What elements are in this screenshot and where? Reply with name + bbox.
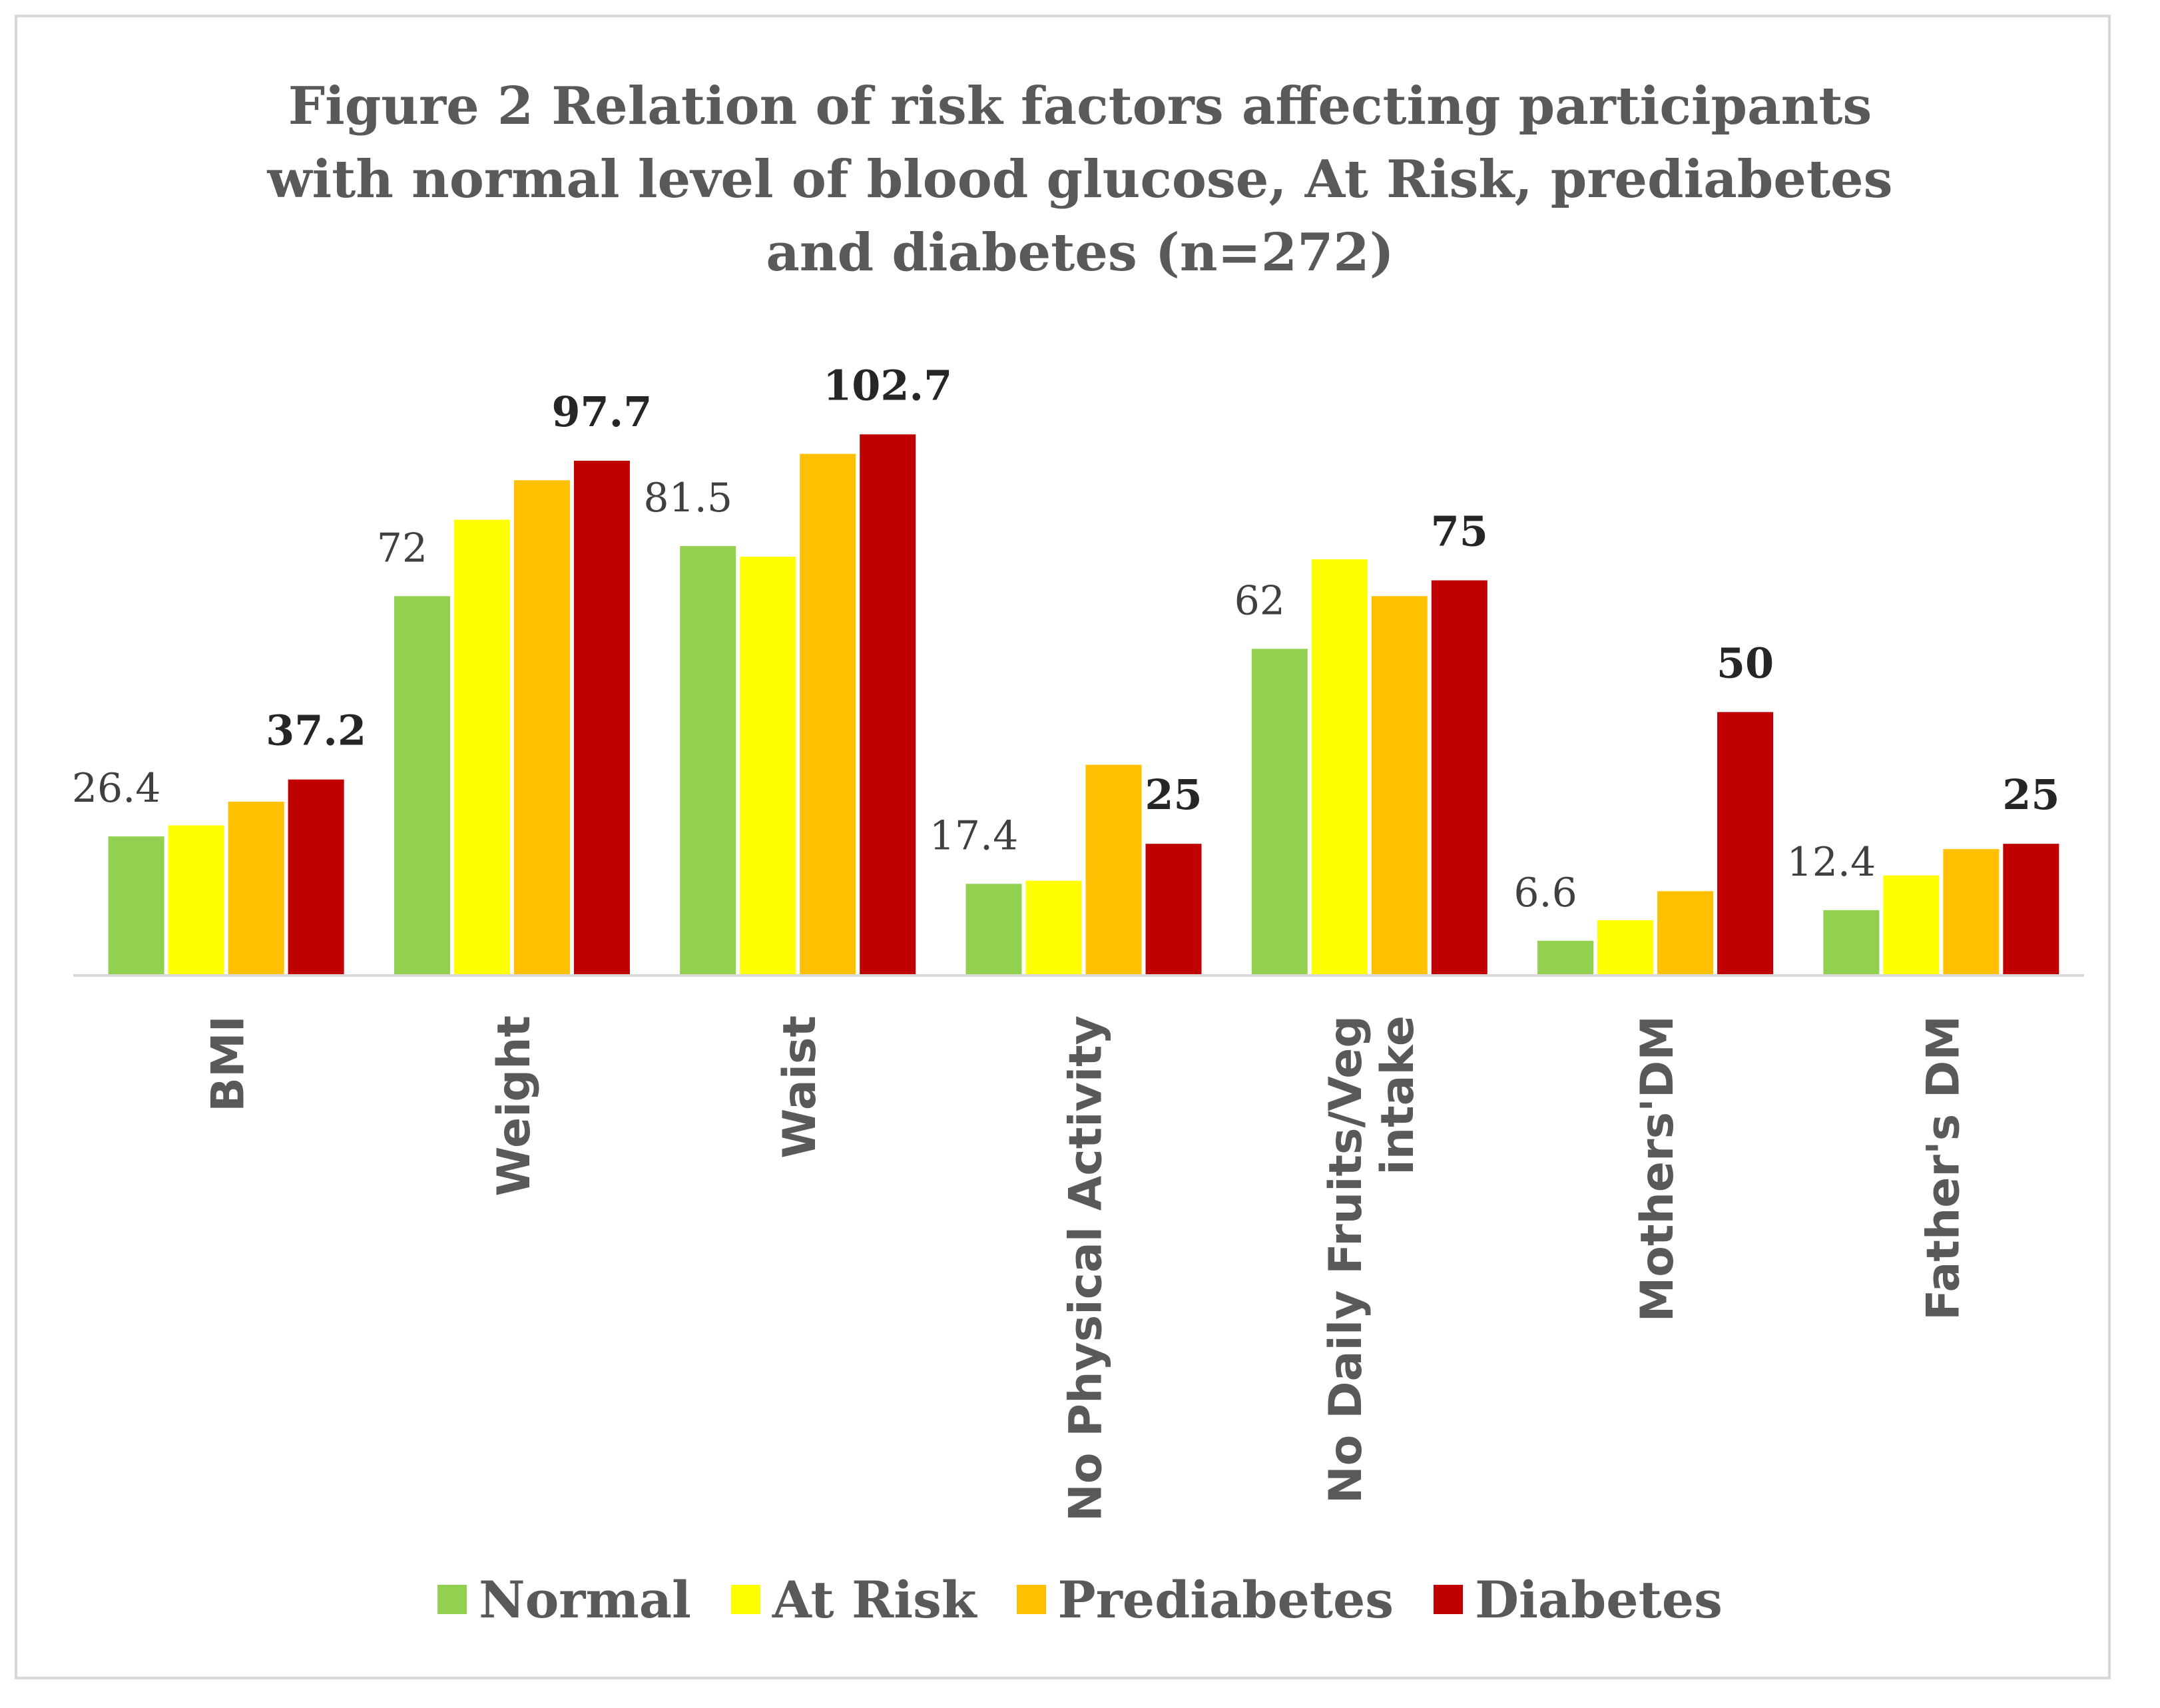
data-label-diabetes-no-physical-activity: 25 <box>1145 770 1202 819</box>
bar-prediabetes-waist <box>800 453 856 976</box>
bar-at-risk-waist <box>740 556 796 976</box>
bar-normal-bmi <box>108 836 164 976</box>
chart-title-line-1: Figure 2 Relation of risk factors affect… <box>288 76 1872 137</box>
bar-normal-waist <box>680 546 736 976</box>
data-label-diabetes-waist: 102.7 <box>823 361 952 410</box>
bar-diabetes-no-daily-fruits-veg-intake <box>1431 580 1487 976</box>
bar-normal-father-s-dm <box>1823 910 1880 976</box>
data-label-normal-mothers-dm: 6.6 <box>1513 870 1577 916</box>
bar-diabetes-no-physical-activity <box>1145 844 1202 976</box>
bar-normal-no-physical-activity <box>965 884 1022 976</box>
data-label-diabetes-bmi: 37.2 <box>266 707 366 755</box>
data-label-normal-no-physical-activity: 17.4 <box>930 812 1019 859</box>
legend-swatch-normal <box>437 1585 467 1614</box>
chart-title: Figure 2 Relation of risk factors affect… <box>0 70 2160 290</box>
bar-diabetes-weight <box>573 460 630 976</box>
data-label-normal-waist: 81.5 <box>643 475 732 521</box>
bar-normal-weight <box>394 596 450 976</box>
bar-prediabetes-weight <box>513 480 570 976</box>
legend-item-normal: Normal <box>437 1570 691 1629</box>
data-label-normal-weight: 72 <box>377 525 427 571</box>
bar-at-risk-no-daily-fruits-veg-intake <box>1311 559 1368 976</box>
data-label-diabetes-mothers-dm: 50 <box>1717 639 1774 687</box>
data-label-diabetes-no-daily-fruits-veg-intake: 75 <box>1431 507 1488 556</box>
legend: Normal At Risk Prediabetes Diabetes <box>0 1566 2160 1633</box>
legend-item-diabetes: Diabetes <box>1434 1570 1723 1629</box>
category-label-weight: Weight <box>488 1015 541 1197</box>
category-label-father-s-dm: Father's DM <box>1917 1015 1970 1320</box>
legend-label-at-risk: At Risk <box>772 1569 977 1629</box>
bar-at-risk-father-s-dm <box>1883 875 1940 976</box>
bar-at-risk-weight <box>453 519 510 976</box>
bar-prediabetes-mothers-dm <box>1657 891 1714 976</box>
chart-title-line-2: with normal level of blood glucose, At R… <box>267 149 1893 210</box>
bar-diabetes-mothers-dm <box>1717 712 1774 976</box>
legend-item-prediabetes: Prediabetes <box>1016 1569 1394 1629</box>
bar-prediabetes-father-s-dm <box>1943 849 2000 976</box>
bar-normal-mothers-dm <box>1537 940 1594 976</box>
legend-swatch-diabetes <box>1434 1585 1464 1614</box>
category-label-waist: Waist <box>774 1015 826 1159</box>
bar-diabetes-father-s-dm <box>2003 844 2059 976</box>
bar-normal-no-daily-fruits-veg-intake <box>1251 649 1308 976</box>
data-label-normal-father-s-dm: 12.4 <box>1787 839 1876 886</box>
category-label-bmi: BMI <box>202 1015 255 1112</box>
legend-label-prediabetes: Prediabetes <box>1057 1569 1394 1629</box>
legend-swatch-at-risk <box>730 1585 760 1614</box>
bar-prediabetes-bmi <box>228 801 284 976</box>
bar-prediabetes-no-daily-fruits-veg-intake <box>1371 596 1428 976</box>
category-label-no-daily-fruits-veg-intake-line-1: No Daily Fruits/Veg <box>1320 1015 1372 1504</box>
category-label-mothers-dm: Mothers'DM <box>1631 1015 1684 1322</box>
bar-diabetes-bmi <box>288 779 344 976</box>
data-label-normal-bmi: 26.4 <box>72 765 161 812</box>
bar-prediabetes-no-physical-activity <box>1085 764 1142 976</box>
bar-at-risk-bmi <box>168 825 224 976</box>
bar-diabetes-waist <box>860 434 916 976</box>
data-label-diabetes-father-s-dm: 25 <box>2002 770 2059 819</box>
legend-swatch-prediabetes <box>1016 1585 1046 1614</box>
chart-title-line-3: and diabetes (n=272) <box>766 222 1394 283</box>
category-label-no-physical-activity: No Physical Activity <box>1060 1015 1113 1522</box>
legend-label-diabetes: Diabetes <box>1475 1569 1723 1629</box>
legend-item-at-risk: At Risk <box>730 1569 977 1629</box>
category-label-no-daily-fruits-veg-intake-line-2: intake <box>1372 1015 1424 1175</box>
legend-label-normal: Normal <box>479 1569 691 1629</box>
bar-at-risk-no-physical-activity <box>1025 880 1082 976</box>
data-label-normal-no-daily-fruits-veg-intake: 62 <box>1234 577 1285 624</box>
data-label-diabetes-weight: 97.7 <box>551 388 652 436</box>
bar-at-risk-mothers-dm <box>1597 920 1654 976</box>
